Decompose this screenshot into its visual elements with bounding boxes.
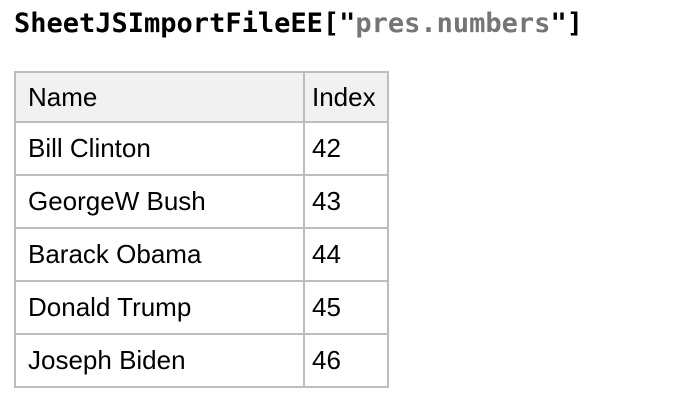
- cell-name: GeorgeW Bush: [14, 174, 305, 229]
- cell-name: Barack Obama: [14, 227, 305, 282]
- title-filename: pres.numbers: [355, 8, 551, 39]
- table-row: Bill Clinton 42: [14, 121, 389, 176]
- cell-index: 45: [303, 280, 389, 335]
- cell-name: Donald Trump: [14, 280, 305, 335]
- title-prefix: SheetJSImportFileEE[": [14, 8, 356, 39]
- cell-index: 46: [303, 333, 389, 388]
- table-row: Donald Trump 45: [14, 280, 389, 335]
- cell-index: 43: [303, 174, 389, 229]
- page-title: SheetJSImportFileEE["pres.numbers"]: [14, 7, 583, 41]
- cell-name: Bill Clinton: [14, 121, 305, 176]
- cell-name: Joseph Biden: [14, 333, 305, 388]
- table-row: GeorgeW Bush 43: [14, 174, 389, 229]
- table-header-row: Name Index: [14, 71, 389, 123]
- table-row: Joseph Biden 46: [14, 333, 389, 388]
- column-header-index: Index: [303, 71, 389, 123]
- presidents-table: Name Index Bill Clinton 42 GeorgeW Bush …: [14, 71, 389, 388]
- cell-index: 42: [303, 121, 389, 176]
- column-header-name: Name: [14, 71, 305, 123]
- cell-index: 44: [303, 227, 389, 282]
- title-suffix: "]: [550, 8, 583, 39]
- table-row: Barack Obama 44: [14, 227, 389, 282]
